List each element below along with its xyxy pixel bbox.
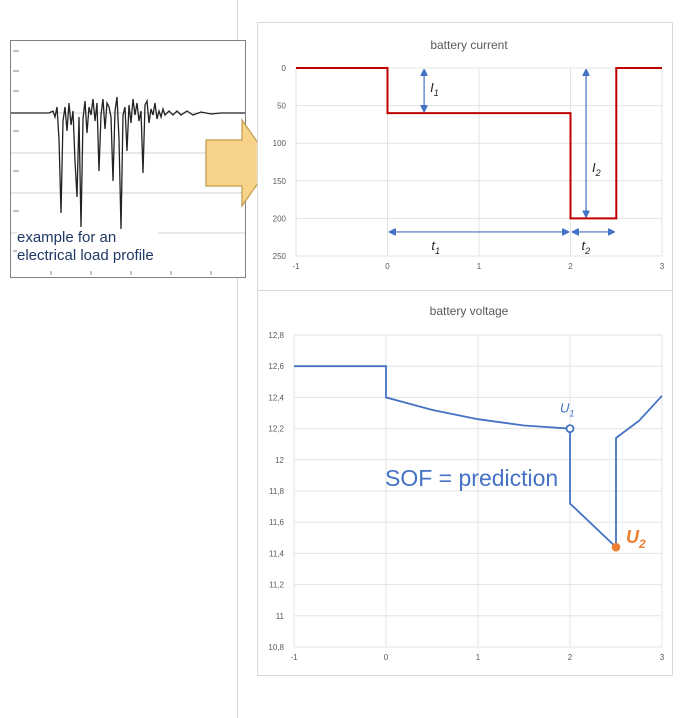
u2-label: U2 bbox=[626, 527, 646, 551]
load-profile-plot bbox=[11, 50, 245, 275]
voltage-series-line bbox=[294, 365, 663, 550]
x-tick-label: 0 bbox=[385, 262, 390, 271]
i1-label: I1 bbox=[430, 80, 439, 98]
battery-voltage-plot: battery voltage 10,81111,211,411,611,812… bbox=[268, 304, 665, 662]
y-tick-label: 12,2 bbox=[268, 425, 284, 434]
battery-current-plot: battery current 0 50 100 150 200 250 -1 0 1 2 3 I… bbox=[273, 38, 665, 271]
chart-title: battery current bbox=[430, 38, 508, 52]
y-tick-label: 50 bbox=[277, 102, 286, 111]
load-profile-image: example for an electrical load profile bbox=[10, 40, 246, 278]
y-tick-label: 12 bbox=[275, 456, 284, 465]
y-tick-label: 11,8 bbox=[269, 487, 285, 496]
u2-marker bbox=[611, 542, 621, 552]
chart-title: battery voltage bbox=[430, 304, 509, 318]
x-tick-label: 3 bbox=[660, 262, 665, 271]
load-profile-trace bbox=[11, 96, 245, 230]
y-tick-label: 11,6 bbox=[269, 518, 285, 527]
y-tick-label: 100 bbox=[273, 139, 287, 148]
load-profile-caption: example for an electrical load profile bbox=[17, 229, 158, 265]
y-tick-label: 10,8 bbox=[268, 643, 284, 652]
y-tick-label: 11,4 bbox=[269, 549, 285, 558]
u1-marker bbox=[565, 424, 575, 434]
i2-label: I2 bbox=[592, 160, 601, 178]
y-tick-label: 150 bbox=[273, 177, 287, 186]
y-tick-label: 12,6 bbox=[268, 362, 284, 371]
u1-label: U1 bbox=[560, 401, 574, 419]
x-tick-label: -1 bbox=[292, 262, 300, 271]
y-tick-label: 12,8 bbox=[268, 331, 284, 340]
separator-line bbox=[237, 0, 238, 718]
x-tick-label: 0 bbox=[384, 653, 389, 662]
load-caption-line1: example for an bbox=[17, 229, 117, 246]
t1-label: t1 bbox=[431, 238, 440, 256]
x-tick-label: 2 bbox=[568, 262, 573, 271]
x-tick-label: 1 bbox=[477, 262, 482, 271]
load-caption-line2: electrical load profile bbox=[17, 247, 154, 264]
battery-current-chart: battery current 0 50 100 150 200 250 -1 0 1 2 3 I… bbox=[257, 22, 673, 294]
current-series-line bbox=[296, 67, 662, 220]
x-tick-label: -1 bbox=[290, 653, 298, 662]
x-tick-label: 2 bbox=[568, 653, 573, 662]
sof-annotation: SOF = prediction bbox=[385, 465, 558, 491]
y-tick-label: 200 bbox=[273, 214, 287, 223]
y-tick-label: 11 bbox=[276, 612, 285, 621]
y-tick-label: 250 bbox=[273, 252, 287, 261]
t2-label: t2 bbox=[581, 238, 590, 256]
x-tick-label: 3 bbox=[660, 653, 665, 662]
y-tick-label: 0 bbox=[282, 64, 287, 73]
x-tick-label: 1 bbox=[476, 653, 481, 662]
y-tick-label: 11,2 bbox=[269, 581, 285, 590]
y-tick-label: 12,4 bbox=[268, 393, 284, 402]
battery-voltage-chart: battery voltage 10,8 11 11,2 11,4 11,6 11,8 12… bbox=[257, 290, 673, 676]
